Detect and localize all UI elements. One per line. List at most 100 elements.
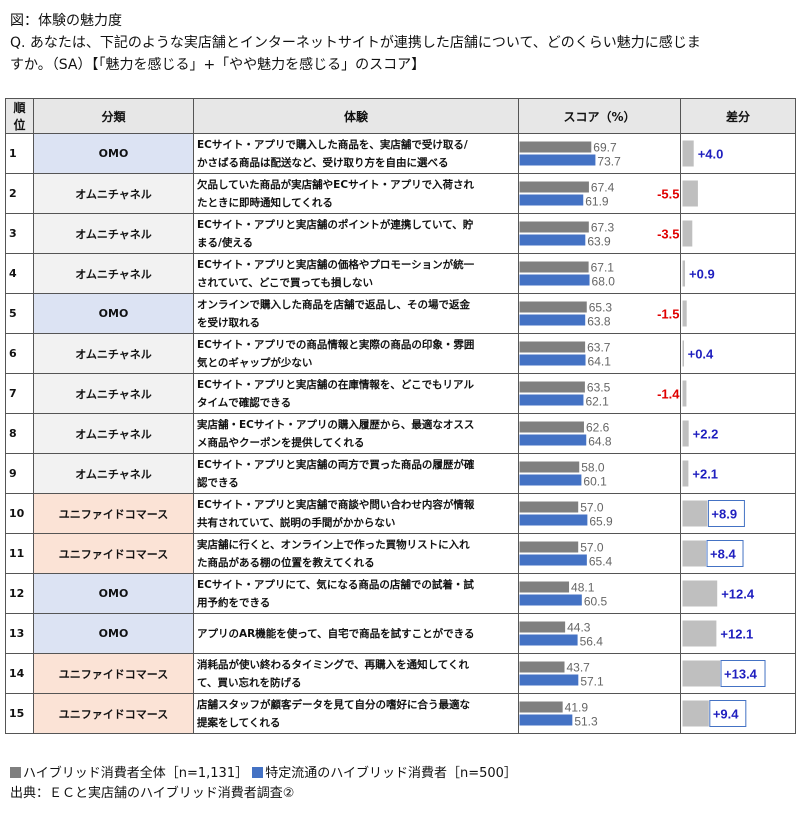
score-cell: [518, 173, 681, 214]
title-line-1: 図：体験の魅力度: [10, 13, 122, 29]
experience-cell: 欠品していた商品が実店舗やECサイト・アプリで入荷され たときに即時通知してくれる: [193, 173, 519, 214]
experience-line-2: たときに即時通知してくれる: [197, 196, 333, 209]
category-cell: ユニファイドコマース: [33, 693, 194, 734]
legend-label-specific: 特定流通のハイブリッド消費者［n=500］: [265, 766, 517, 781]
experience-cell: ECサイト・アプリと実店舗の価格やプロモーションが統一 されていて、どこで買っても…: [193, 253, 519, 294]
experience-cell: 実店舗・ECサイト・アプリの購入履歴から、最適なオスス メ商品やクーポンを提供して…: [193, 413, 519, 454]
table-row: 11 ユニファイドコマース 実店舗に行くと、オンライン上で作った買物リストに入れ た商…: [5, 533, 796, 574]
score-cell: [518, 453, 681, 494]
rank-cell: 11: [5, 533, 34, 574]
score-cell: [518, 573, 681, 614]
rank-cell: 14: [5, 653, 34, 694]
experience-line-2: 提案をしてくれる: [197, 716, 281, 729]
table-row: 1 OMO ECサイト・アプリで購入した商品を、実店舗で受け取る/かさばる商品は配送…: [5, 133, 796, 174]
category-cell: OMO: [33, 133, 194, 174]
category-cell: オムニチャネル: [33, 173, 194, 214]
experience-line-1: ECサイト・アプリで購入した商品を、実店舗で受け取る/: [197, 138, 468, 151]
diff-cell: [680, 453, 796, 494]
rank-cell: 15: [5, 693, 34, 734]
category-cell: オムニチャネル: [33, 413, 194, 454]
experience-line-1: 消耗品が使い終わるタイミングで、再購入を通知してくれ: [197, 658, 469, 671]
table-row: 4 オムニチャネル ECサイト・アプリと実店舗の価格やプロモーションが統一 されていて…: [5, 253, 796, 294]
category-cell: OMO: [33, 293, 194, 334]
score-cell: [518, 613, 681, 654]
experience-line-2: 認できる: [197, 476, 239, 489]
table-row: 7 オムニチャネル ECサイト・アプリと実店舗の在庫情報を、どこでもリアル タイムで確…: [5, 373, 796, 414]
chart-title: 図：体験の魅力度 Q. あなたは、下記のような実店舗とインターネットサイトが連携…: [10, 10, 790, 76]
rank-cell: 8: [5, 413, 34, 454]
experience-cell: 店舗スタッフが顧客データを見て自分の嗜好に合う最適な 提案をしてくれる: [193, 693, 519, 734]
score-cell: [518, 253, 681, 294]
table-body: 1 OMO ECサイト・アプリで購入した商品を、実店舗で受け取る/かさばる商品は配送…: [5, 133, 796, 734]
experience-line-1: ECサイト・アプリと実店舗の両方で買った商品の履歴が確: [197, 458, 475, 471]
experience-line-2: メ商品やクーポンを提供してくれる: [197, 436, 365, 449]
category-cell: OMO: [33, 613, 194, 654]
header-diff: 差分: [680, 98, 796, 134]
rank-cell: 2: [5, 173, 34, 214]
category-cell: OMO: [33, 573, 194, 614]
table-row: 13 OMO アプリのAR機能を使って、自宅で商品を試すことができる: [5, 613, 796, 654]
experience-line-1: ECサイト・アプリと実店舗の価格やプロモーションが統一: [197, 258, 475, 271]
experience-line-2: かさばる商品は配送など、受け取り方を自由に選べる: [197, 156, 449, 169]
diff-cell: [680, 333, 796, 374]
header-experience: 体験: [193, 98, 519, 134]
experience-line-1: ECサイト・アプリにて、気になる商品の店舗での試着・試: [197, 578, 474, 591]
experience-line-1: ECサイト・アプリでの商品情報と実際の商品の印象・雰囲: [197, 338, 475, 351]
experience-cell: ECサイト・アプリでの商品情報と実際の商品の印象・雰囲 気とのギャップが少ない: [193, 333, 519, 374]
rank-cell: 9: [5, 453, 34, 494]
experience-cell: ECサイト・アプリと実店舗のポイントが連携していて、貯 まる/使える: [193, 213, 519, 254]
diff-cell: [680, 613, 796, 654]
score-cell: [518, 133, 681, 174]
table-row: 5 OMO オンラインで購入した商品を店舗で返品し、その場で返金 を受け取れる: [5, 293, 796, 334]
experience-cell: アプリのAR機能を使って、自宅で商品を試すことができる: [193, 613, 519, 654]
rank-cell: 10: [5, 493, 34, 534]
table-row: 3 オムニチャネル ECサイト・アプリと実店舗のポイントが連携していて、貯 まる/使え…: [5, 213, 796, 254]
header-rank: 順位: [5, 98, 34, 134]
experience-line-1: 実店舗に行くと、オンライン上で作った買物リストに入れ: [197, 538, 470, 551]
table-row: 8 オムニチャネル 実店舗・ECサイト・アプリの購入履歴から、最適なオスス メ商品やク…: [5, 413, 796, 454]
table-row: 12 OMO ECサイト・アプリにて、気になる商品の店舗での試着・試 用予約をできる: [5, 573, 796, 614]
title-line-2: Q. あなたは、下記のような実店舗とインターネットサイトが連携した店舗について、…: [10, 35, 701, 51]
category-cell: ユニファイドコマース: [33, 653, 194, 694]
rank-cell: 7: [5, 373, 34, 414]
score-cell: [518, 333, 681, 374]
category-cell: ユニファイドコマース: [33, 493, 194, 534]
experience-cell: ECサイト・アプリと実店舗の在庫情報を、どこでもリアル タイムで確認できる: [193, 373, 519, 414]
diff-cell: [680, 533, 796, 574]
rank-cell: 1: [5, 133, 34, 174]
category-cell: オムニチャネル: [33, 213, 194, 254]
experience-line-1: アプリのAR機能を使って、自宅で商品を試すことができる: [197, 627, 475, 640]
rank-cell: 3: [5, 213, 34, 254]
table-row: 14 ユニファイドコマース 消耗品が使い終わるタイミングで、再購入を通知してくれ て、…: [5, 653, 796, 694]
experience-line-2: 気とのギャップが少ない: [197, 356, 313, 369]
diff-cell: [680, 293, 796, 334]
diff-cell: [680, 653, 796, 694]
score-cell: [518, 293, 681, 334]
diff-cell: [680, 693, 796, 734]
title-line-3: すか。（SA）【「魅力を感じる」+「やや魅力を感じる」のスコア】: [10, 57, 426, 73]
diff-cell: [680, 373, 796, 414]
source-note: 出典：ＥＣと実店舗のハイブリッド消費者調査②: [10, 786, 295, 801]
score-cell: [518, 693, 681, 734]
experience-line-1: 欠品していた商品が実店舗やECサイト・アプリで入荷され: [197, 178, 475, 191]
score-cell: [518, 413, 681, 454]
experience-line-2: まる/使える: [197, 236, 254, 249]
experience-line-2: て、買い忘れを防げる: [197, 676, 302, 689]
experience-cell: ECサイト・アプリで購入した商品を、実店舗で受け取る/かさばる商品は配送など、受…: [193, 133, 519, 174]
experience-line-2: されていて、どこで買っても損しない: [197, 276, 373, 289]
rank-cell: 6: [5, 333, 34, 374]
table-row: 15 ユニファイドコマース 店舗スタッフが顧客データを見て自分の嗜好に合う最適な 提案…: [5, 693, 796, 734]
header-category: 分類: [33, 98, 194, 134]
experience-line-1: ECサイト・アプリと実店舗で商談や問い合わせ内容が情報: [197, 498, 475, 511]
diff-cell: [680, 493, 796, 534]
experience-line-2: 共有されていて、説明の手間がかからない: [197, 516, 396, 529]
experience-cell: 消耗品が使い終わるタイミングで、再購入を通知してくれ て、買い忘れを防げる: [193, 653, 519, 694]
experience-line-1: ECサイト・アプリと実店舗のポイントが連携していて、貯: [197, 218, 474, 231]
table-row: 6 オムニチャネル ECサイト・アプリでの商品情報と実際の商品の印象・雰囲 気とのギャ…: [5, 333, 796, 374]
diff-cell: [680, 213, 796, 254]
experience-cell: ECサイト・アプリと実店舗の両方で買った商品の履歴が確 認できる: [193, 453, 519, 494]
experience-cell: ECサイト・アプリと実店舗で商談や問い合わせ内容が情報 共有されていて、説明の手間…: [193, 493, 519, 534]
experience-line-1: オンラインで購入した商品を店舗で返品し、その場で返金: [197, 298, 470, 311]
score-cell: [518, 653, 681, 694]
diff-cell: [680, 133, 796, 174]
